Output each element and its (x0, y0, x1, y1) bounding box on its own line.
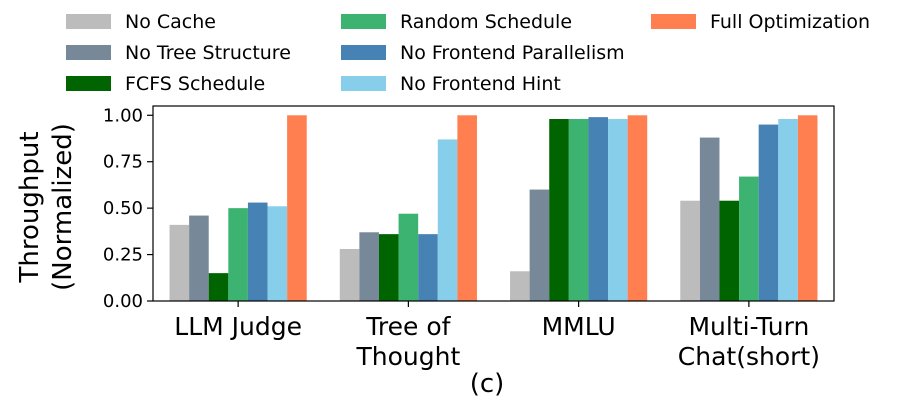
y-tick-label: 1.00 (103, 105, 143, 126)
legend-swatch (66, 45, 111, 60)
bar-random-schedule-0 (228, 208, 248, 301)
bar-no-cache-3 (680, 200, 700, 301)
y-tick-label: 0.25 (103, 245, 143, 266)
bar-no-frontend-parallelism-1 (418, 234, 438, 301)
bar-no-frontend-hint-2 (608, 119, 628, 301)
x-tick-label: Chat(short) (678, 342, 820, 371)
x-tick-label: Thought (355, 342, 460, 371)
legend-item-random-schedule: Random Schedule (341, 11, 572, 33)
legend-item-fcfs-schedule: FCFS Schedule (66, 73, 265, 95)
legend-label: FCFS Schedule (125, 73, 265, 95)
plot-area: 0.00 0.25 0.50 0.75 1.00 LLM Judge Tree ofTho… (103, 105, 835, 371)
bars (169, 115, 818, 302)
x-tick-label: Multi-Turn (688, 312, 809, 341)
y-tick-label: 0.00 (103, 291, 143, 312)
plot-frame (152, 105, 835, 302)
y-axis: 0.00 0.25 0.50 0.75 1.00 (103, 105, 153, 312)
bar-no-tree-structure-0 (189, 215, 209, 301)
bar-full-optimization-1 (457, 115, 477, 302)
legend-item-no-frontend-parallelism: No Frontend Parallelism (341, 42, 625, 64)
bar-no-frontend-hint-0 (267, 206, 288, 301)
bar-no-cache-2 (510, 271, 530, 301)
bar-no-frontend-hint-1 (437, 139, 458, 301)
legend-label: No Tree Structure (125, 42, 291, 64)
bar-random-schedule-3 (739, 176, 759, 301)
bar-fcfs-schedule-3 (719, 200, 740, 301)
bar-full-optimization-3 (797, 115, 818, 302)
bar-fcfs-schedule-0 (208, 273, 229, 301)
x-tick-label: LLM Judge (174, 312, 302, 341)
bar-random-schedule-1 (398, 213, 419, 301)
y-axis-title-line-1: Throughput (15, 131, 45, 283)
bar-no-cache-1 (339, 249, 360, 301)
legend: No Cache No Tree Structure FCFS Schedule Ra… (66, 11, 870, 95)
legend-swatch (341, 45, 386, 60)
legend-swatch (341, 14, 386, 29)
y-axis-title-line-2: (Normalized) (48, 123, 78, 291)
bar-fcfs-schedule-1 (378, 234, 399, 301)
bar-no-frontend-parallelism-0 (247, 202, 268, 301)
legend-label: No Cache (125, 11, 216, 33)
bar-no-tree-structure-2 (529, 189, 550, 301)
bar-no-frontend-parallelism-3 (758, 124, 779, 301)
legend-label: Full Optimization (710, 11, 870, 33)
legend-item-no-cache: No Cache (66, 11, 216, 33)
legend-item-full-optimization: Full Optimization (651, 11, 870, 33)
bar-fcfs-schedule-2 (549, 119, 569, 301)
bar-no-tree-structure-3 (699, 137, 720, 301)
bar-full-optimization-2 (627, 115, 648, 302)
figure-caption: (c) (470, 369, 505, 399)
y-tick-label: 0.75 (103, 152, 143, 173)
legend-label: No Frontend Parallelism (400, 42, 625, 64)
y-tick-label: 0.50 (103, 198, 143, 219)
x-tick-label: Tree of (365, 312, 451, 341)
bar-no-frontend-hint-3 (778, 119, 798, 301)
bar-no-cache-0 (169, 224, 190, 301)
legend-label: Random Schedule (400, 11, 572, 33)
legend-swatch (651, 14, 696, 29)
bar-no-tree-structure-1 (359, 232, 379, 301)
x-tick-label: MMLU (542, 312, 616, 341)
legend-swatch (341, 76, 386, 91)
legend-swatch (66, 76, 111, 91)
legend-item-no-frontend-hint: No Frontend Hint (341, 73, 561, 95)
bar-random-schedule-2 (568, 119, 589, 301)
legend-label: No Frontend Hint (400, 73, 561, 95)
legend-swatch (66, 14, 111, 29)
legend-item-no-tree-structure: No Tree Structure (66, 42, 291, 64)
bar-full-optimization-0 (287, 115, 307, 302)
bar-no-frontend-parallelism-2 (588, 117, 609, 302)
